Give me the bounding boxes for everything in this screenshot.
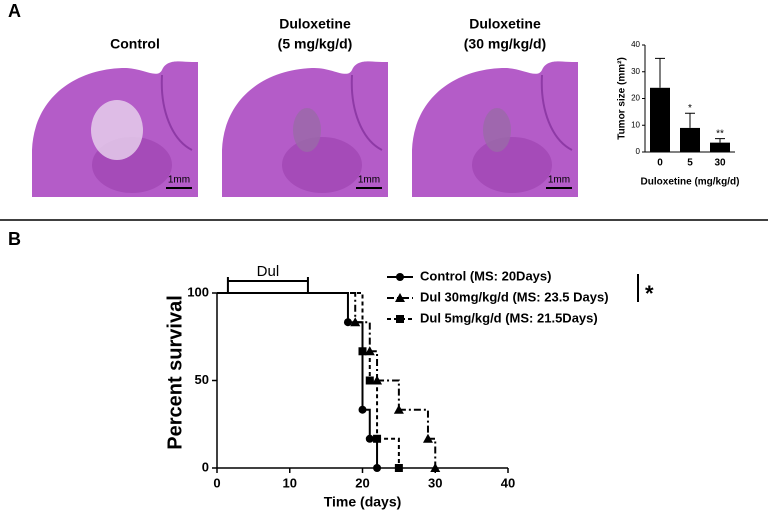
brain-images <box>32 61 578 197</box>
legend-marker <box>396 273 404 281</box>
y-tick-label: 0 <box>636 147 641 156</box>
bar <box>650 87 670 152</box>
significance: * <box>688 103 692 114</box>
survival-step <box>217 292 349 323</box>
x-tick-label: 30 <box>714 158 726 169</box>
survival-step <box>217 292 357 323</box>
treatment-label: Dul <box>257 263 280 280</box>
marker <box>373 464 382 472</box>
bar <box>710 142 730 152</box>
x-axis-label: Time (days) <box>324 494 402 510</box>
treatment-bracket <box>226 277 309 293</box>
scale-label: 1mm <box>548 175 570 186</box>
legend-label: Dul 5mg/kg/d (MS: 21.5Days) <box>420 310 598 325</box>
survival-step <box>369 437 379 468</box>
survival-step <box>362 350 371 381</box>
scale-label: 1mm <box>358 175 380 186</box>
survival-step <box>369 379 379 439</box>
survival-step <box>355 321 371 352</box>
y-axis-label: Tumor size (mm²) <box>617 57 628 140</box>
significance: ** <box>716 128 724 139</box>
image-title: Duloxetine <box>469 16 541 32</box>
legend-label: Dul 30mg/kg/d (MS: 23.5 Days) <box>420 289 609 304</box>
y-tick-label: 50 <box>195 372 209 387</box>
bar <box>680 127 700 152</box>
error-bar <box>685 112 695 128</box>
tumor <box>91 100 143 160</box>
marker <box>430 463 441 472</box>
x-tick-label: 40 <box>501 475 515 490</box>
panel-label: A <box>8 1 21 21</box>
survival-step <box>347 321 364 410</box>
y-tick-label: 100 <box>187 284 209 299</box>
tumor <box>483 108 511 152</box>
x-tick-label: 20 <box>355 475 369 490</box>
survival-step <box>427 437 437 468</box>
y-tick-label: 40 <box>631 40 640 49</box>
survival-step <box>398 408 429 439</box>
error-bar <box>715 138 725 143</box>
tumor <box>293 108 321 152</box>
significance: * <box>645 281 654 306</box>
image-title: Duloxetine <box>279 16 351 32</box>
y-tick-label: 20 <box>631 94 640 103</box>
survival-step <box>217 292 364 352</box>
y-tick-label: 0 <box>202 459 209 474</box>
x-tick-label: 0 <box>657 158 663 169</box>
legend-marker <box>395 293 405 302</box>
x-tick-label: 10 <box>283 475 297 490</box>
image-title: (30 mg/kg/d) <box>464 36 546 52</box>
brain-cortex <box>350 74 383 151</box>
marker <box>394 464 403 472</box>
legend-label: Control (MS: 20Days) <box>420 268 551 283</box>
y-tick-label: 10 <box>631 120 640 129</box>
x-tick-label: 5 <box>687 158 693 169</box>
panel-label: B <box>8 229 21 249</box>
x-axis-label: Duloxetine (mg/kg/d) <box>641 177 740 188</box>
image-title: (5 mg/kg/d) <box>278 36 353 52</box>
image-title: Control <box>110 36 160 52</box>
brain-striatum <box>282 137 362 193</box>
survival-step <box>369 350 379 381</box>
brain-cortex <box>540 74 573 151</box>
survival-step <box>362 408 371 439</box>
survival-step <box>377 379 400 410</box>
scale-label: 1mm <box>168 175 190 186</box>
x-tick-label: 0 <box>213 475 220 490</box>
brain-striatum <box>472 137 552 193</box>
y-axis-label: Percent survival <box>164 295 186 450</box>
error-bar <box>655 57 665 88</box>
survival-step <box>377 437 400 468</box>
brain-cortex <box>160 74 193 151</box>
x-tick-label: 30 <box>428 475 442 490</box>
legend-marker <box>396 315 404 323</box>
y-tick-label: 30 <box>631 67 640 76</box>
